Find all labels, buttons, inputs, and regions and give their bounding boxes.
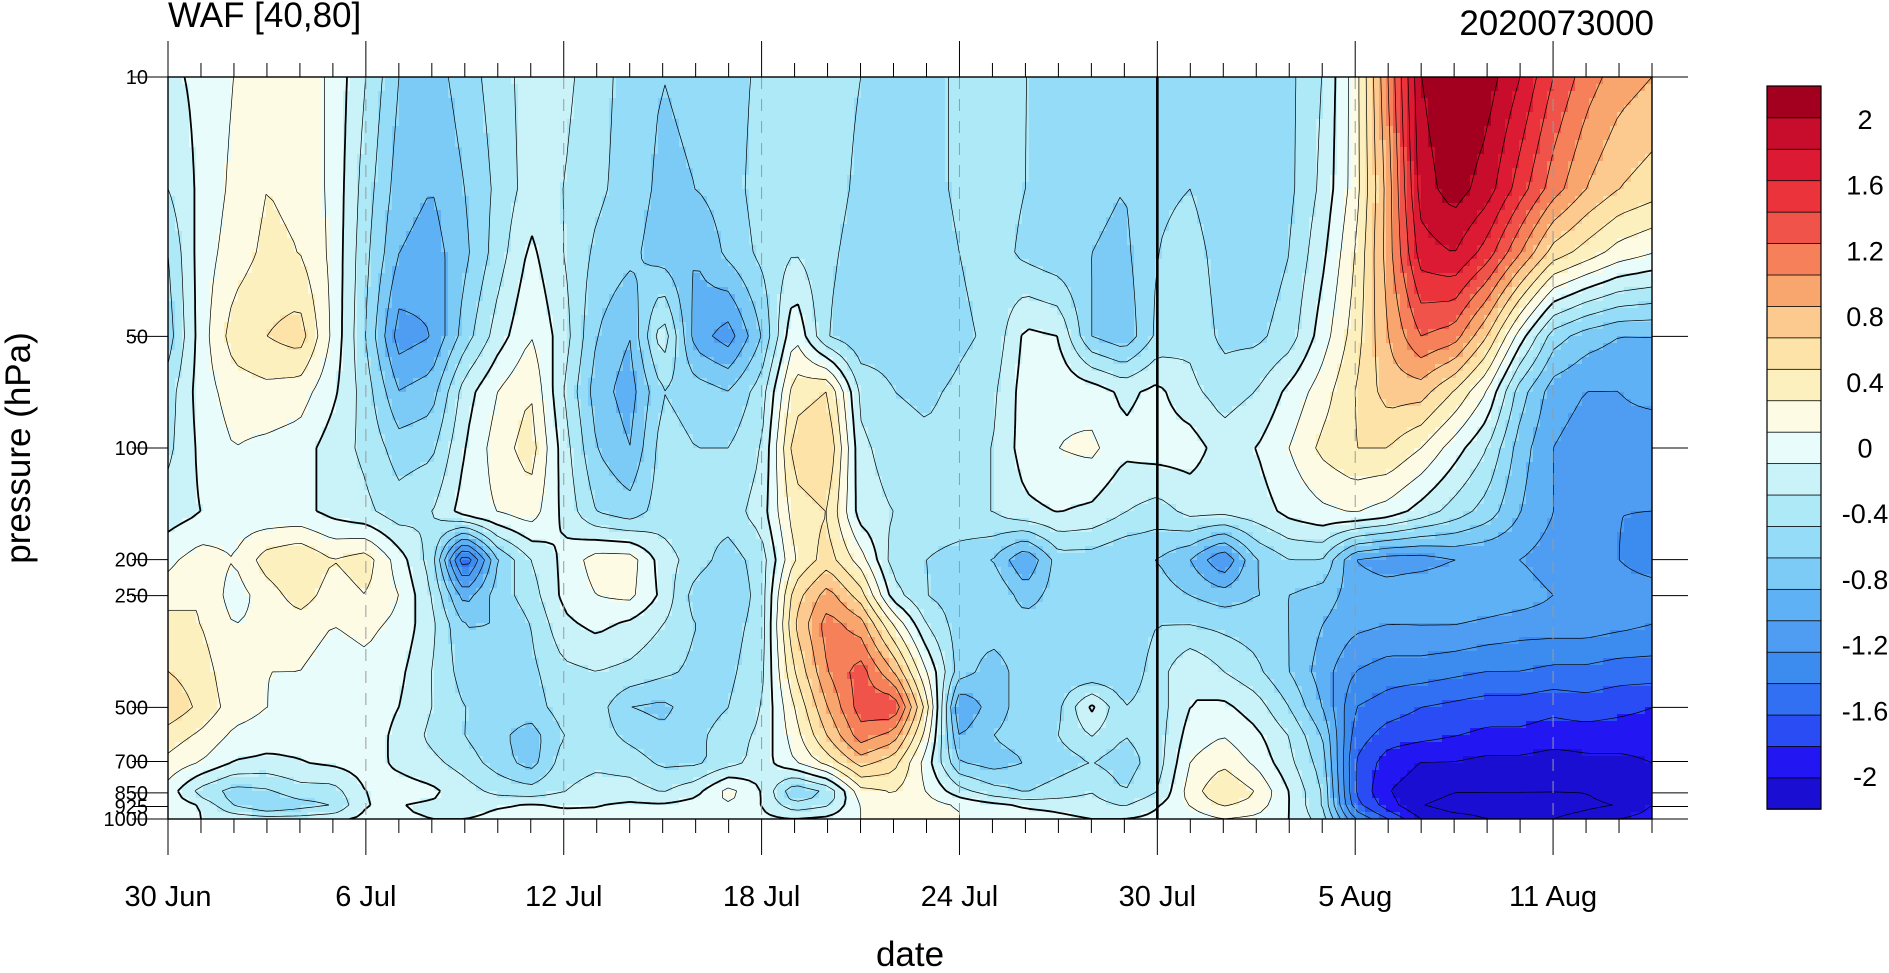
chart-title-right: 2020073000 [1459,4,1654,43]
colorbar-swatch [1767,117,1821,149]
colorbar-swatch [1767,180,1821,212]
x-axis-label: date [876,935,944,968]
y-axis-label: pressure (hPa) [0,332,38,563]
colorbar-label: -0.8 [1842,565,1889,595]
colorbar-label: 1.2 [1846,236,1884,266]
y-tick-label: 250 [115,586,148,608]
colorbar-swatch [1767,589,1821,621]
y-tick-label: 100 [115,438,148,460]
colorbar-swatch [1767,212,1821,244]
colorbar-swatch [1767,526,1821,558]
x-tick-label: 18 Jul [723,881,800,913]
colorbar-swatch [1767,149,1821,181]
y-tick-label: 1000 [104,809,149,831]
colorbar-label: 2 [1857,105,1872,135]
colorbar-swatch [1767,432,1821,464]
colorbar-swatch [1767,558,1821,590]
y-tick-label: 200 [115,550,148,572]
x-tick-label: 11 Aug [1509,881,1597,913]
colorbar-swatch [1767,306,1821,338]
colorbar-label: -0.4 [1842,499,1889,529]
chart-title-left: WAF [40,80] [168,0,361,35]
y-tick-label: 500 [115,697,148,719]
y-tick-label: 10 [126,67,148,89]
colorbar-swatch [1767,275,1821,307]
colorbar-swatch [1767,495,1821,527]
colorbar-label: 0 [1857,434,1872,464]
colorbar-swatch [1767,337,1821,369]
x-tick-label: 24 Jul [921,881,998,913]
colorbar-swatch [1767,463,1821,495]
colorbar-swatch [1767,746,1821,778]
colorbar-swatch [1767,400,1821,432]
x-tick-label: 30 Jun [124,881,211,913]
colorbar-swatch [1767,369,1821,401]
colorbar-label: -1.6 [1842,696,1889,726]
y-tick-label: 700 [115,752,148,774]
colorbar-swatch [1767,652,1821,684]
colorbar-swatch [1767,620,1821,652]
x-tick-label: 6 Jul [335,881,396,913]
x-tick-label: 5 Aug [1318,881,1392,913]
colorbar-label: 1.6 [1846,171,1884,201]
colorbar-swatch [1767,683,1821,715]
colorbar-label: 0.8 [1846,302,1884,332]
y-tick-label: 50 [126,326,148,348]
colorbar-label: -1.2 [1842,631,1889,661]
colorbar-swatch [1767,715,1821,747]
colorbar-swatch [1767,778,1821,810]
colorbar-swatch [1767,86,1821,118]
colorbar-swatch [1767,243,1821,275]
x-tick-label: 30 Jul [1119,881,1196,913]
colorbar-label: 0.4 [1846,368,1884,398]
x-tick-label: 12 Jul [525,881,602,913]
colorbar-label: -2 [1853,762,1877,792]
colorbar-legend: 2 1.6 1.2 0.8 0.4 0 -0.4 -0.8 -1.2 -1.6 -2 [1767,86,1888,809]
